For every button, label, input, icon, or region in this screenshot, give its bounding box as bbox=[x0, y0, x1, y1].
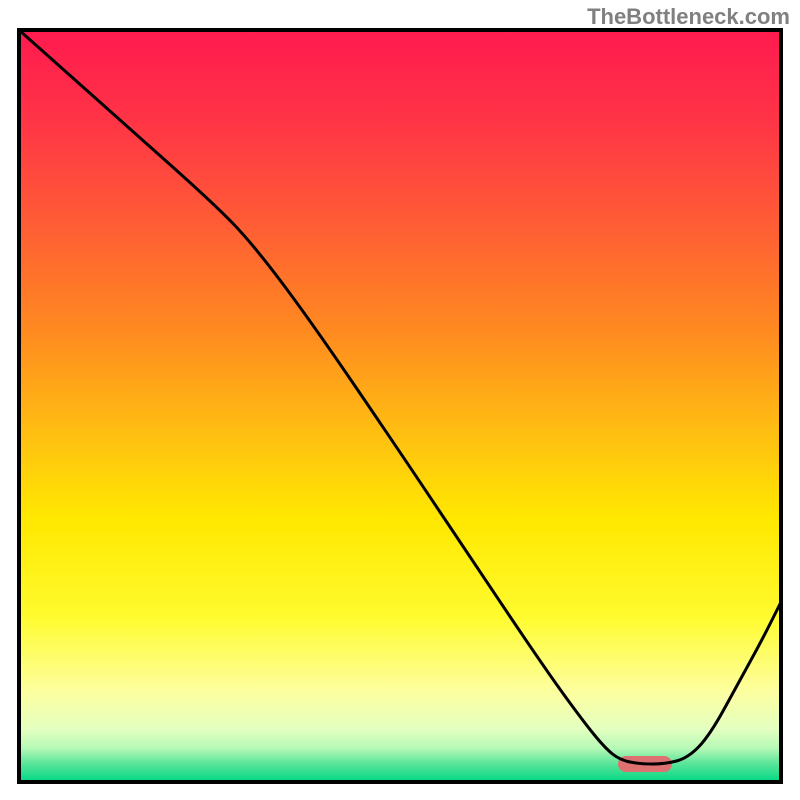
watermark-text: TheBottleneck.com bbox=[587, 4, 790, 30]
chart-container: TheBottleneck.com bbox=[0, 0, 800, 800]
gradient-background bbox=[19, 30, 781, 782]
bottleneck-chart bbox=[0, 0, 800, 800]
